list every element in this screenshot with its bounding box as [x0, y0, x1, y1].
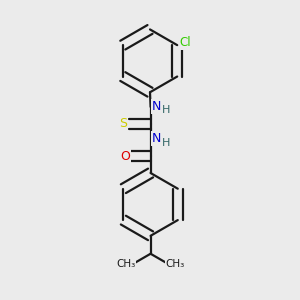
Text: N: N: [152, 100, 161, 113]
Text: O: O: [120, 150, 130, 163]
Text: CH₃: CH₃: [116, 260, 135, 269]
Text: H: H: [161, 138, 170, 148]
Text: S: S: [119, 117, 127, 130]
Text: N: N: [152, 132, 161, 145]
Text: CH₃: CH₃: [166, 260, 185, 269]
Text: H: H: [161, 105, 170, 115]
Text: Cl: Cl: [180, 36, 191, 50]
